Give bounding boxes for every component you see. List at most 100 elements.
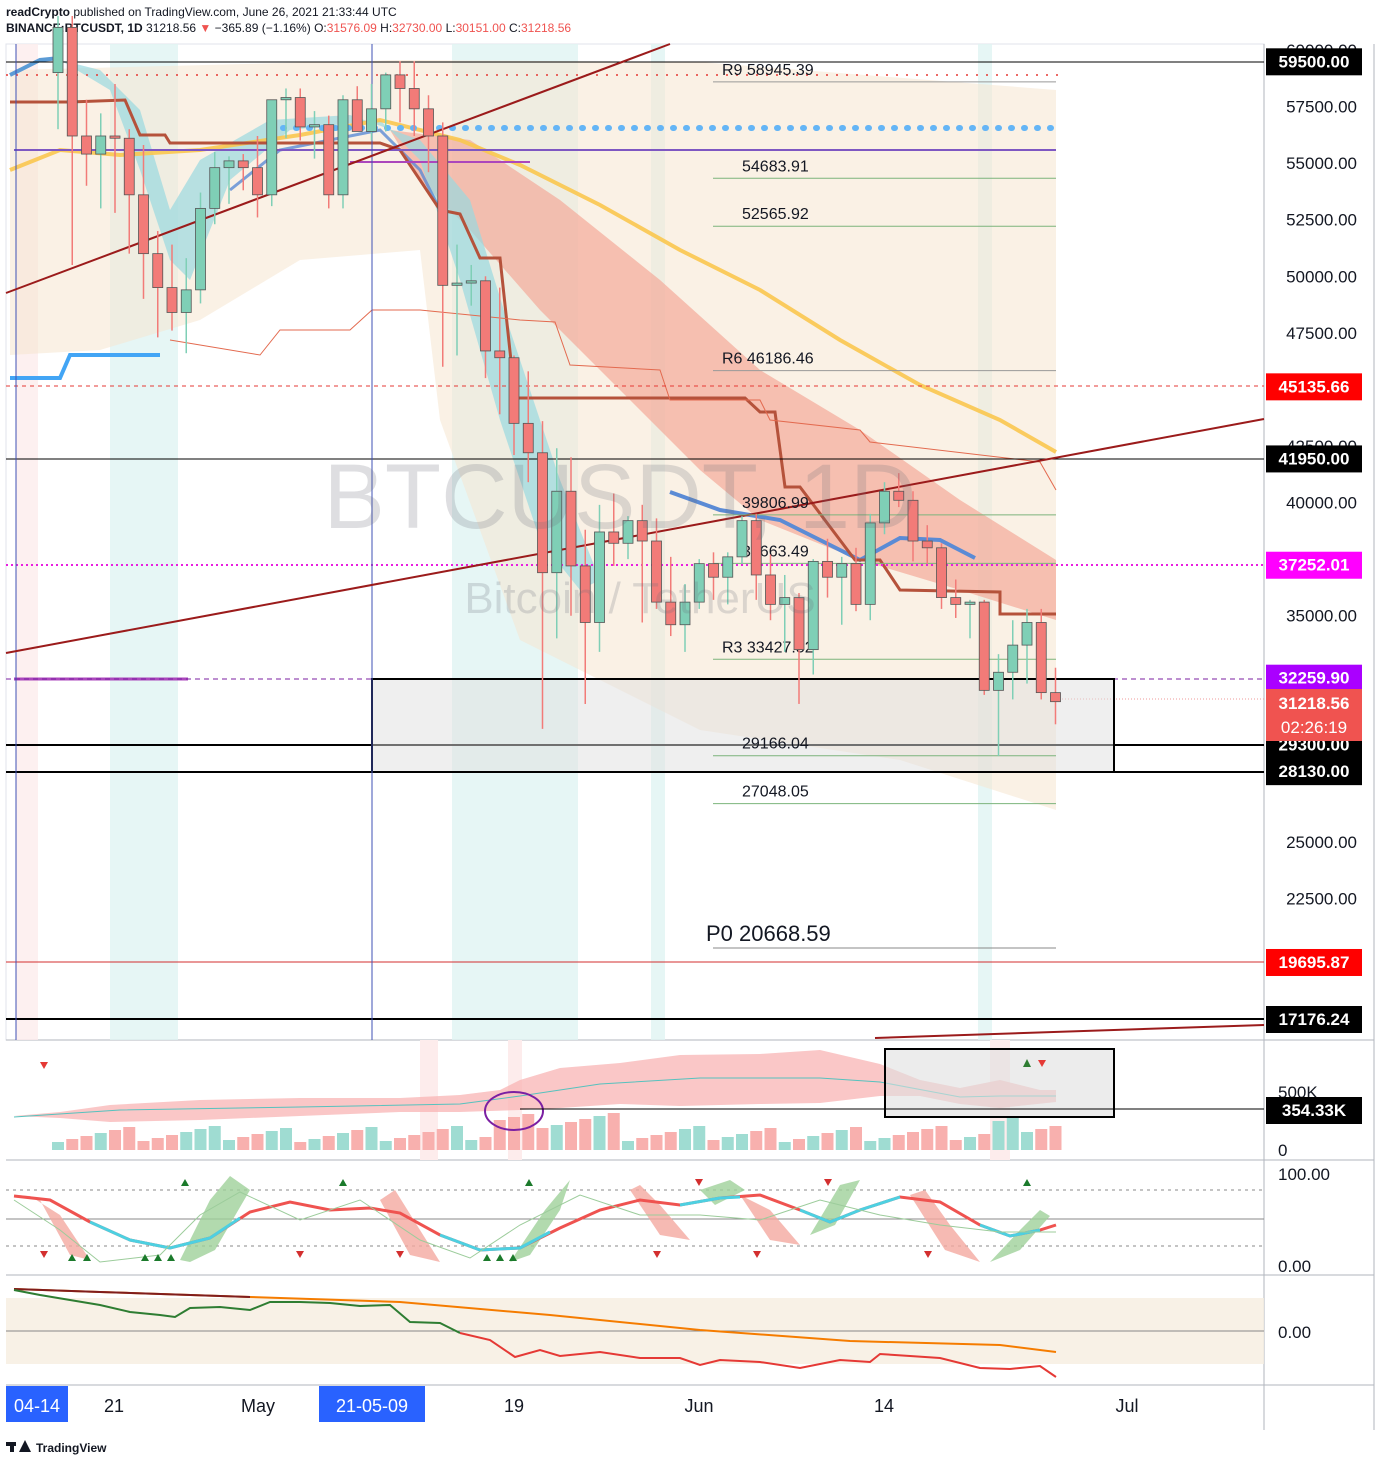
- volume-bar: [194, 1129, 207, 1150]
- candle: [280, 88, 292, 139]
- candle: [779, 574, 791, 652]
- volume-bar: [52, 1142, 64, 1150]
- candle: [565, 457, 577, 616]
- price-badge: 41950.00: [1266, 445, 1362, 473]
- stoch-up-signal-icon: [483, 1254, 491, 1261]
- volume-bar: [992, 1121, 1005, 1150]
- volume-pane[interactable]: 500K 0 354.33K: [13, 1040, 1362, 1160]
- price-tick: 55000.00: [1286, 154, 1357, 173]
- volume-bar: [223, 1140, 235, 1150]
- volume-bar: [479, 1137, 492, 1150]
- price-badge: 28130.00: [1266, 758, 1362, 786]
- price-badge-label: 19695.87: [1279, 953, 1350, 972]
- pane-frames: [5, 43, 1375, 1430]
- volume-highlight-circle: [484, 1091, 544, 1131]
- candle: [765, 554, 776, 621]
- stochastic-pane[interactable]: 100.00 0.00: [6, 1165, 1330, 1276]
- candle: [622, 516, 634, 560]
- support-zone[interactable]: [371, 678, 1115, 773]
- candle: [138, 145, 149, 299]
- candle: [864, 513, 876, 621]
- candle: [480, 276, 491, 379]
- candle: [693, 559, 705, 609]
- price-badge: 37252.01: [1266, 551, 1362, 579]
- volume-bar: [607, 1113, 620, 1150]
- volume-bar: [579, 1119, 592, 1150]
- low-label: L:: [445, 21, 456, 35]
- volume-down-signal-icon-2: [1038, 1060, 1046, 1067]
- price-badge-label: 59500.00: [1279, 52, 1350, 71]
- price-badge: 32259.90: [1266, 664, 1362, 692]
- price-badge: 45135.66: [1266, 373, 1362, 401]
- volume-bar: [650, 1135, 663, 1150]
- candle: [1021, 608, 1033, 684]
- author[interactable]: readCrypto: [6, 5, 71, 19]
- candle: [95, 113, 107, 209]
- candle: [579, 529, 591, 704]
- price-tick: 35000.00: [1286, 607, 1357, 626]
- volume-badge: 354.33K: [1282, 1101, 1347, 1120]
- price-badge-label: 17176.24: [1279, 1010, 1350, 1029]
- stoch-down-signal-icon: [824, 1179, 832, 1186]
- volume-bar: [237, 1137, 250, 1150]
- candle: [351, 86, 363, 132]
- candle: [66, 16, 78, 265]
- candle: [380, 72, 392, 132]
- stoch-up-signal-icon: [167, 1254, 175, 1261]
- volume-bar: [408, 1135, 421, 1150]
- volume-bar: [251, 1134, 264, 1150]
- candle: [166, 244, 178, 331]
- volume-bar: [964, 1137, 976, 1150]
- candle: [465, 264, 477, 306]
- last-price-header: 31218.56: [146, 21, 197, 35]
- candle: [651, 518, 662, 609]
- candle: [223, 156, 235, 204]
- stoch-up-signal-icon: [525, 1179, 533, 1186]
- volume-bar: [693, 1126, 706, 1150]
- volume-bar: [636, 1138, 649, 1150]
- candle: [850, 547, 862, 612]
- volume-bar: [878, 1138, 891, 1150]
- volume-bar: [66, 1139, 79, 1150]
- candle: [537, 421, 548, 729]
- pivot-label: R3 33427.52: [722, 639, 814, 656]
- candle: [309, 111, 320, 159]
- volume-bar: [422, 1132, 435, 1150]
- footer-brand[interactable]: TradingView: [36, 1440, 107, 1455]
- volume-zero: 0: [1278, 1141, 1287, 1160]
- stoch-up-signal-icon: [181, 1179, 189, 1186]
- time-badge-cursor: 21-05-09: [336, 1396, 408, 1416]
- candle: [679, 584, 691, 652]
- volume-bar: [550, 1125, 563, 1150]
- candle: [893, 473, 905, 508]
- volume-bar: [721, 1137, 734, 1150]
- price-tick: 57500.00: [1286, 98, 1357, 117]
- pivot-label: 27048.05: [742, 784, 809, 801]
- chart-header: readCrypto published on TradingView.com,…: [6, 4, 571, 36]
- candle: [52, 16, 64, 130]
- candle: [294, 88, 306, 141]
- time-label-19: 19: [504, 1396, 524, 1416]
- tradingview-logo-icon[interactable]: [6, 1439, 32, 1456]
- candle: [237, 154, 249, 191]
- time-axis[interactable]: 04-14 21-05-09 21 May 19 Jun 14 Jul: [6, 1386, 1139, 1422]
- candle: [1007, 620, 1019, 700]
- price-tick: 40000.00: [1286, 494, 1357, 513]
- candle: [750, 513, 762, 600]
- stoch-down-signal-icon: [924, 1251, 932, 1258]
- volume-bar: [565, 1122, 577, 1150]
- price-badge: 19695.87: [1266, 948, 1362, 976]
- volume-bar: [593, 1116, 606, 1150]
- candle: [551, 448, 563, 639]
- volume-bar: [265, 1131, 278, 1150]
- volume-bar: [80, 1136, 93, 1150]
- candle: [508, 355, 520, 456]
- stoch-up-signal-icon: [154, 1254, 162, 1261]
- volume-bar: [750, 1131, 763, 1150]
- candle: [879, 482, 890, 535]
- oscillator-pane[interactable]: 0.00: [6, 1288, 1311, 1378]
- price-badge-label: 41950.00: [1279, 449, 1350, 468]
- volume-bar: [322, 1136, 335, 1150]
- vertical-markers: [15, 44, 373, 1040]
